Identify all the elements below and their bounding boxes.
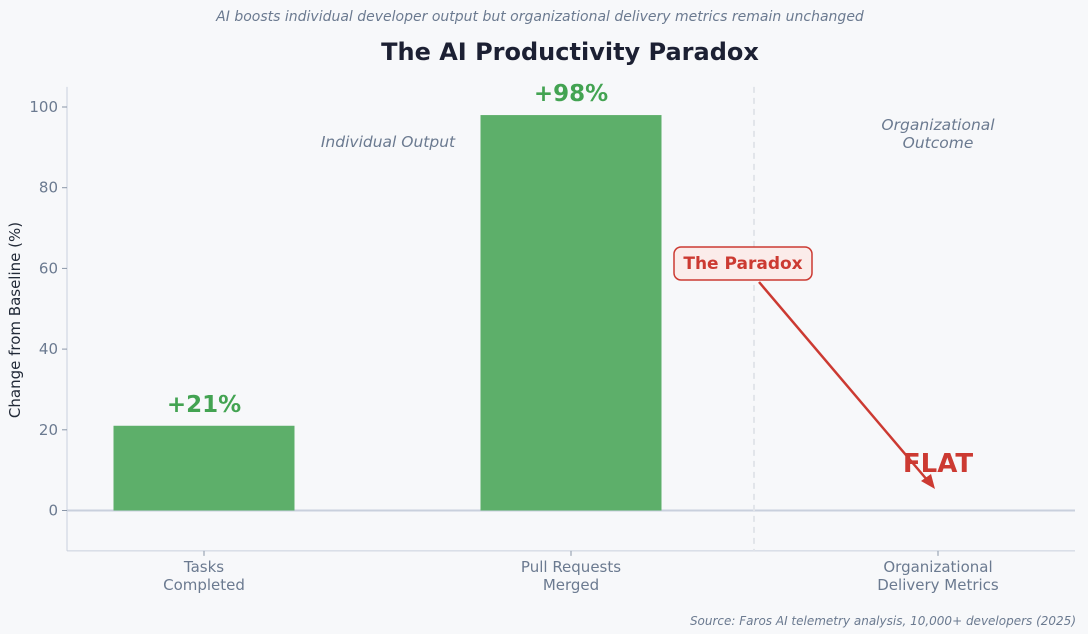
data-label: +21% [167, 392, 241, 418]
paradox-arrow-head [921, 474, 935, 489]
y-tick-label: 60 [39, 259, 58, 277]
region-label-individual: Individual Output [321, 133, 456, 151]
y-axis-label: Change from Baseline (%) [6, 222, 24, 418]
annotations: Individual Output Organizational Outcome Th… [321, 116, 995, 489]
y-tick-label: 0 [48, 502, 58, 520]
y-tick-label: 40 [39, 340, 58, 358]
chart-subtitle: AI boosts individual developer output bu… [215, 9, 864, 25]
bars: +21%+98%FLAT [113, 81, 973, 511]
x-tick-label: Pull Requests Merged [521, 558, 621, 594]
chart-title: The AI Productivity Paradox [381, 38, 759, 66]
paradox-label: The Paradox [683, 254, 802, 274]
region-label-organizational: Organizational Outcome [881, 116, 995, 152]
paradox-arrow-line [758, 281, 929, 482]
y-tick-label: 100 [29, 98, 58, 116]
y-tick-label: 80 [39, 179, 58, 197]
bar [113, 425, 295, 511]
paradox-box [673, 246, 813, 281]
x-tick-label: Tasks Completed [163, 558, 245, 594]
axes: 0 20 40 60 80 100 Tasks Completed Pull Requests M… [29, 86, 1075, 594]
x-tick-label: Organizational Delivery Metrics [877, 558, 999, 594]
bar [480, 115, 662, 511]
y-tick-label: 20 [39, 421, 58, 439]
source-note: Source: Faros AI telemetry analysis, 10,… [690, 614, 1076, 628]
data-label: +98% [534, 81, 608, 107]
